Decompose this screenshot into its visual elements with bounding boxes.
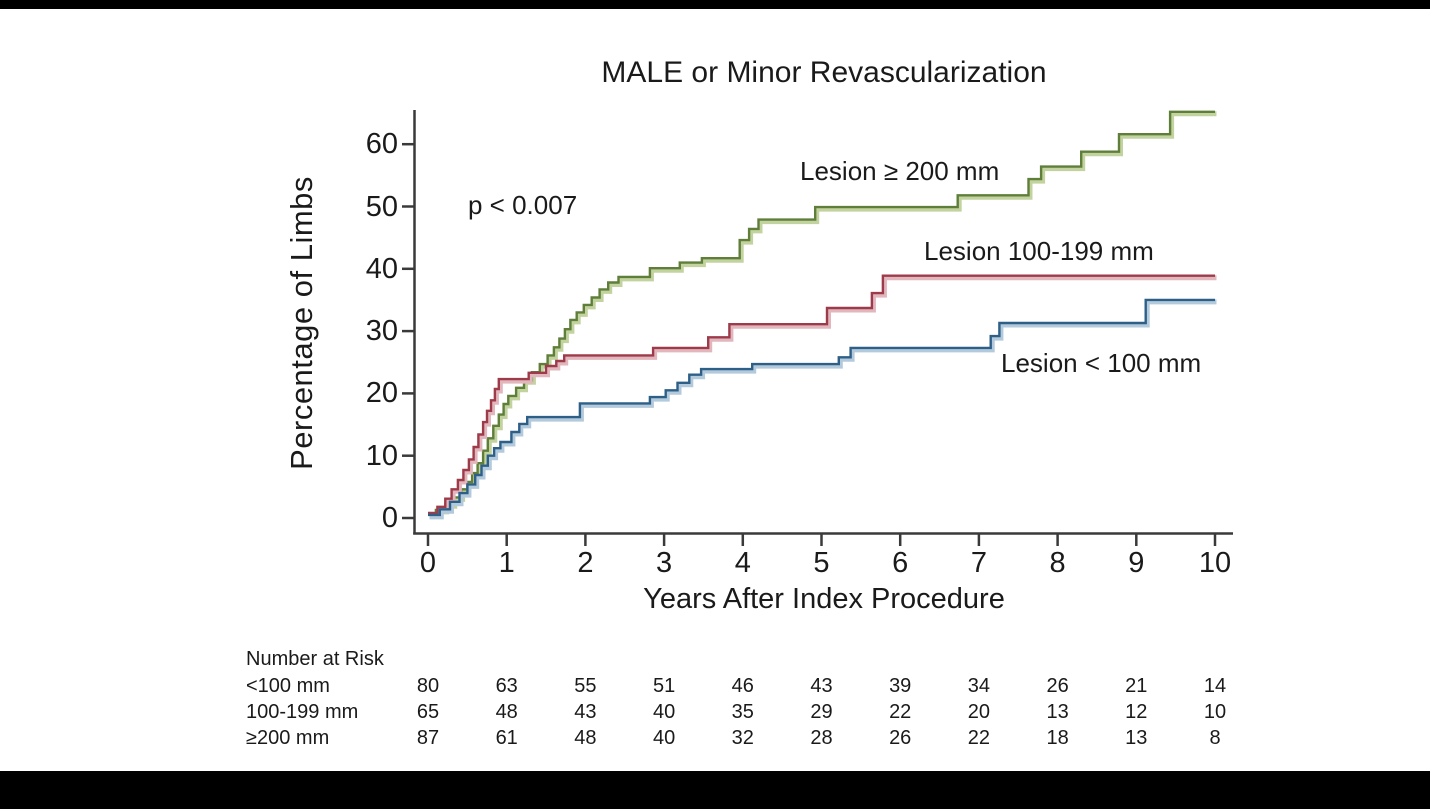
- x-tick-label: 1: [498, 547, 515, 579]
- risk-value: 51: [652, 675, 676, 697]
- x-tick-label: 5: [813, 547, 830, 579]
- x-tick-label: 7: [970, 547, 987, 579]
- risk-value: 32: [731, 727, 754, 749]
- risk-value: 10: [1203, 701, 1227, 723]
- x-tick-label: 2: [577, 547, 594, 579]
- curve-halo-2: [429, 299, 1217, 520]
- y-tick-label: 50: [365, 190, 398, 223]
- series-label-lesion-lt-100mm: Lesion < 100 mm: [1001, 348, 1202, 378]
- risk-value: 65: [416, 701, 440, 723]
- curve-series-2: [428, 298, 1215, 517]
- curve-series-1: [428, 274, 1215, 515]
- curve-series-0: [428, 110, 1215, 516]
- y-tick-label: 30: [365, 315, 398, 348]
- risk-value: 18: [1046, 727, 1069, 749]
- risk-value: 13: [1046, 701, 1069, 723]
- y-axis-label: Percentage of Limbs: [284, 176, 319, 470]
- risk-value: 13: [1125, 727, 1148, 749]
- y-tick-label: 60: [365, 128, 398, 161]
- y-tick-label: 0: [381, 502, 398, 534]
- risk-value: 14: [1203, 675, 1227, 697]
- x-tick-label: 9: [1128, 547, 1145, 579]
- y-tick-label: 20: [365, 377, 398, 410]
- risk-value: 34: [967, 675, 991, 697]
- risk-value: 80: [416, 675, 440, 697]
- x-tick-label: 10: [1198, 547, 1232, 579]
- risk-value: 20: [967, 701, 991, 723]
- series-label-lesion-ge-200mm: Lesion ≥ 200 mm: [800, 156, 1000, 186]
- series-label-lesion-100-199mm: Lesion 100-199 mm: [924, 236, 1154, 266]
- x-tick-label: 0: [419, 547, 437, 579]
- bottom-black-bar: [0, 771, 1430, 809]
- x-tick-label: 8: [1049, 547, 1066, 579]
- risk-value: 43: [574, 701, 597, 723]
- risk-value: 8: [1209, 727, 1221, 749]
- risk-row-label: ≥200 mm: [246, 727, 330, 749]
- risk-value: 48: [495, 701, 518, 723]
- risk-value: 26: [889, 727, 912, 749]
- risk-table-heading: Number at Risk: [246, 648, 384, 670]
- risk-row-label: <100 mm: [246, 675, 330, 697]
- curve-halo-1: [429, 275, 1217, 518]
- risk-value: 22: [889, 701, 912, 723]
- y-tick-label: 10: [365, 439, 398, 472]
- risk-value: 46: [731, 675, 754, 697]
- risk-value: 40: [652, 727, 676, 749]
- y-tick-label: 40: [365, 252, 398, 285]
- x-tick-label: 3: [656, 547, 673, 579]
- risk-value: 28: [810, 727, 833, 749]
- risk-value: 43: [810, 675, 833, 697]
- risk-value: 22: [967, 727, 991, 749]
- x-tick-label: 4: [734, 547, 751, 579]
- risk-value: 55: [574, 675, 597, 697]
- risk-value: 12: [1125, 701, 1148, 723]
- risk-value: 87: [416, 727, 440, 749]
- risk-value: 29: [810, 701, 833, 723]
- p-value-annotation: p < 0.007: [468, 190, 578, 220]
- risk-value: 21: [1125, 675, 1148, 697]
- chart-title: MALE or Minor Revascularization: [601, 56, 1047, 89]
- risk-value: 61: [495, 727, 518, 749]
- curve-halo-0: [429, 111, 1217, 519]
- risk-value: 39: [889, 675, 912, 697]
- risk-value: 40: [652, 701, 676, 723]
- risk-value: 35: [731, 701, 754, 723]
- risk-row-label: 100-199 mm: [246, 701, 359, 723]
- top-black-bar: [0, 0, 1430, 9]
- x-tick-label: 6: [892, 547, 909, 579]
- x-axis-label: Years After Index Procedure: [643, 583, 1005, 615]
- risk-value: 63: [495, 675, 518, 697]
- risk-value: 26: [1046, 675, 1069, 697]
- risk-value: 48: [574, 727, 597, 749]
